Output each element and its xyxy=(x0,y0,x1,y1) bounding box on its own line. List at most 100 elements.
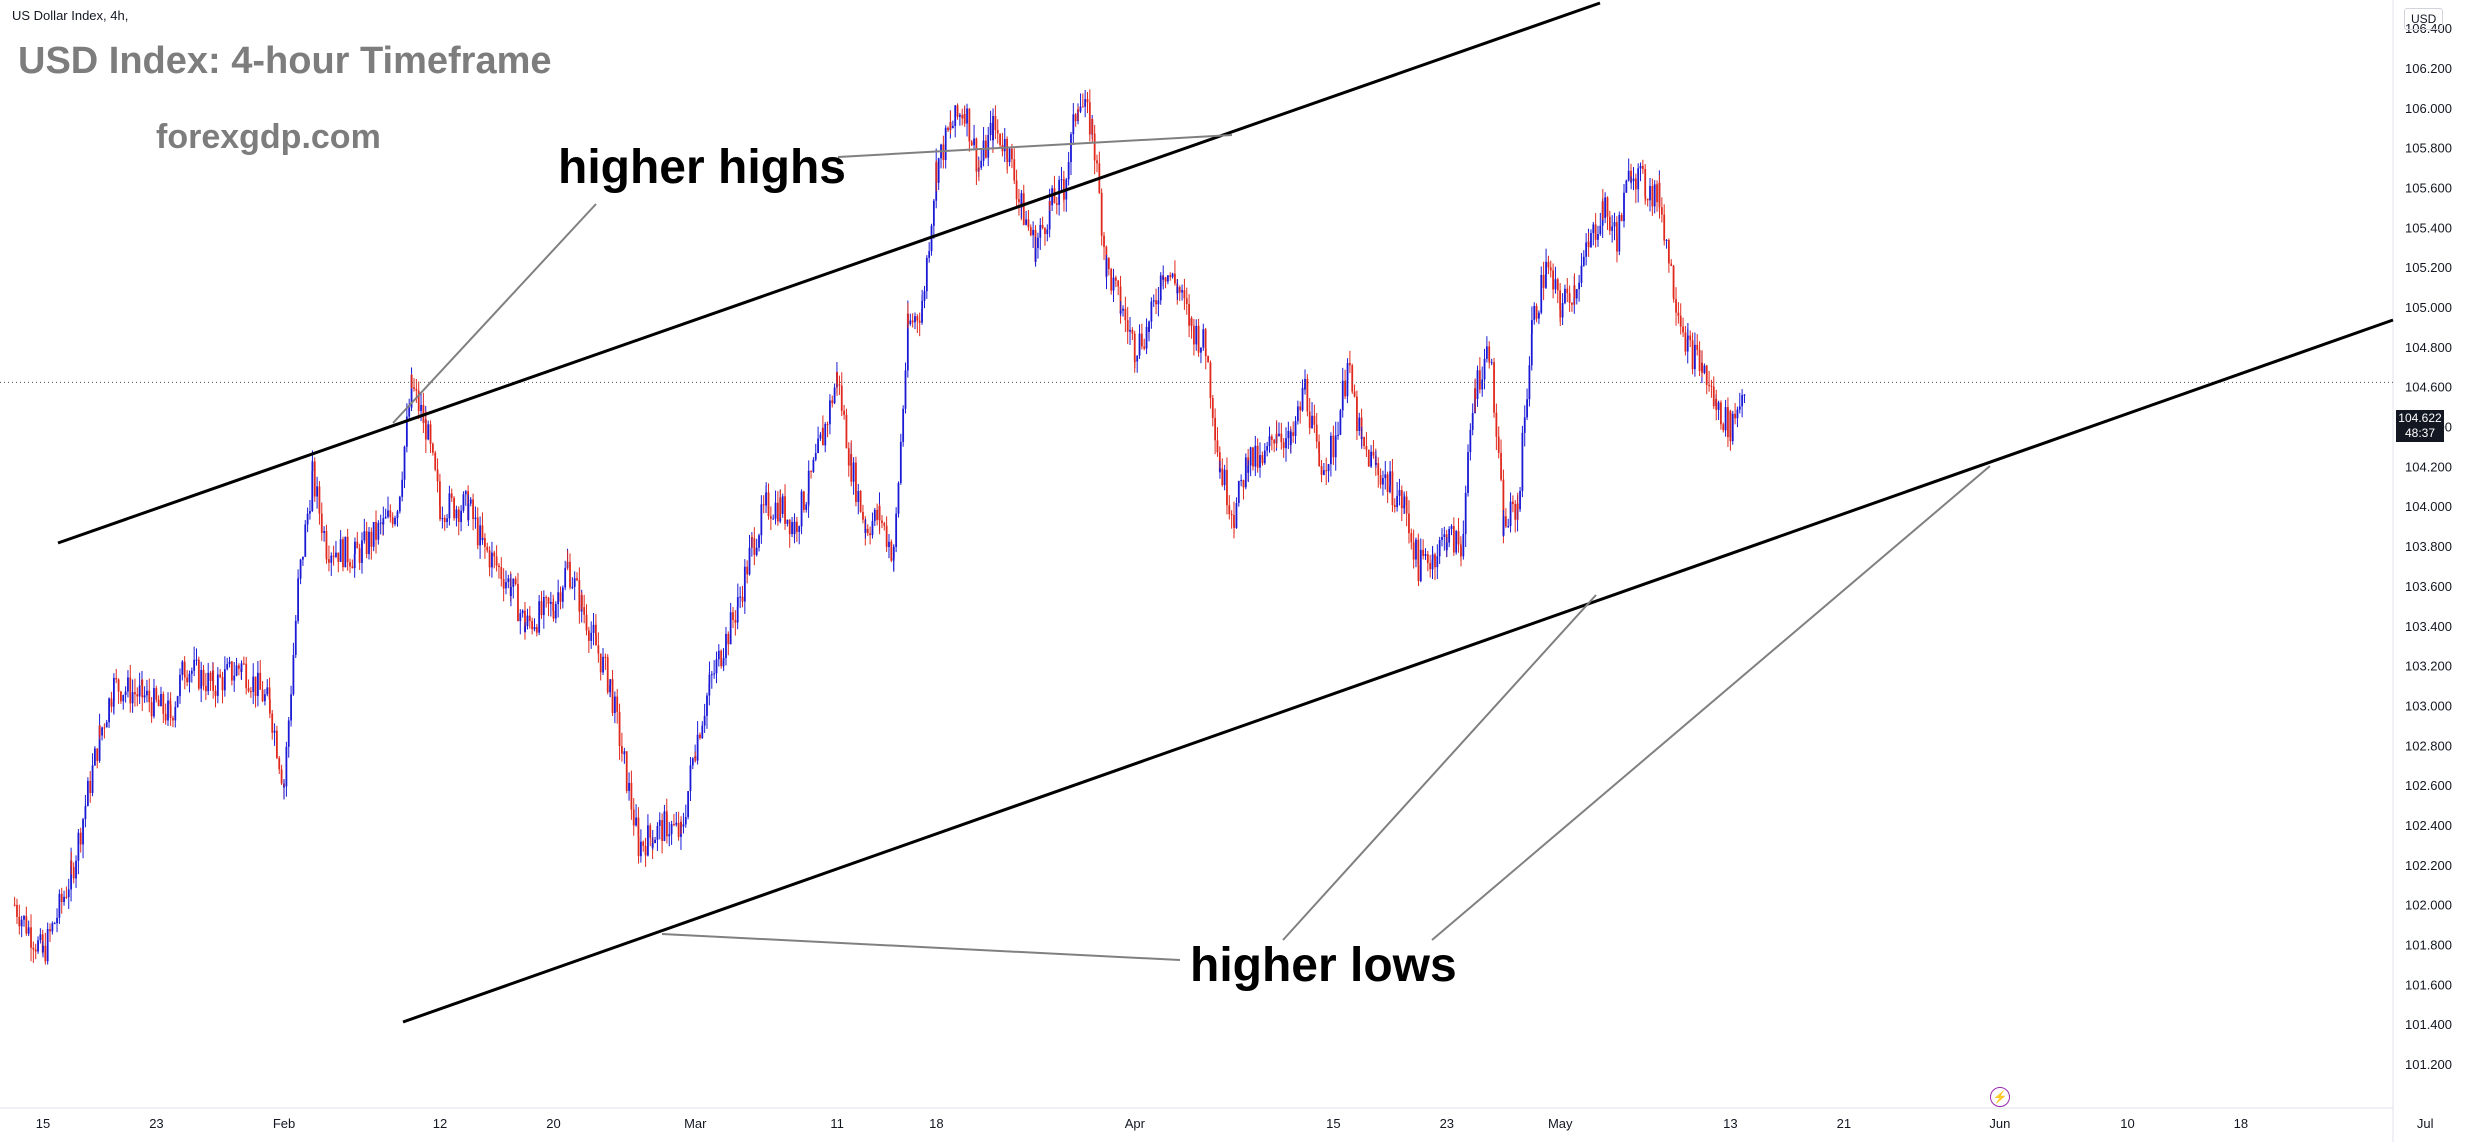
candle xyxy=(1025,219,1027,225)
candle xyxy=(1363,437,1365,446)
candle xyxy=(970,141,973,146)
candle xyxy=(396,511,399,518)
candle xyxy=(925,257,928,292)
price-tick-label: 104.000 xyxy=(2405,499,2452,514)
candle xyxy=(1415,539,1417,560)
candle xyxy=(266,687,269,695)
candle xyxy=(1278,433,1280,436)
date-tick-label: May xyxy=(1548,1116,1573,1131)
candle xyxy=(1162,277,1165,280)
candle xyxy=(1193,325,1195,345)
candle xyxy=(644,845,647,856)
candle xyxy=(1037,237,1039,248)
candle xyxy=(1294,421,1297,436)
candle xyxy=(822,428,824,446)
candle-series xyxy=(13,89,1746,965)
candle xyxy=(1431,554,1434,560)
candle xyxy=(1644,195,1647,199)
candle xyxy=(826,424,829,426)
candle xyxy=(613,696,616,714)
candle xyxy=(200,669,203,689)
currency-button[interactable]: USD xyxy=(2404,8,2444,30)
candle xyxy=(1325,470,1328,472)
candle xyxy=(120,691,122,702)
candle xyxy=(1545,261,1547,275)
candle xyxy=(1564,288,1566,304)
price-tick-label: 103.400 xyxy=(2405,619,2452,634)
candle xyxy=(23,916,25,920)
candle xyxy=(75,860,77,879)
candle xyxy=(304,524,307,557)
candle xyxy=(1174,273,1176,284)
candle xyxy=(1502,516,1505,536)
candle xyxy=(1701,362,1703,373)
candle xyxy=(878,506,881,521)
candle xyxy=(899,441,902,484)
candle xyxy=(611,679,614,714)
candle xyxy=(1048,200,1051,206)
candle xyxy=(424,419,427,440)
candle xyxy=(34,949,37,952)
candle xyxy=(1509,501,1512,526)
candle xyxy=(725,633,727,659)
candle xyxy=(1627,170,1630,181)
candle xyxy=(892,547,895,559)
candle xyxy=(60,893,63,902)
candle xyxy=(1140,333,1143,347)
candle xyxy=(1478,370,1481,390)
candle xyxy=(186,677,189,683)
candle xyxy=(1743,394,1746,396)
lightning-icon[interactable]: ⚡ xyxy=(1990,1087,2010,1107)
candle xyxy=(708,675,711,684)
candle xyxy=(1006,158,1009,163)
candle xyxy=(935,162,938,183)
candle xyxy=(855,462,857,502)
candle xyxy=(1481,379,1484,390)
candle xyxy=(1561,303,1564,318)
candle xyxy=(1020,193,1023,208)
date-tick-label: 11 xyxy=(830,1116,844,1131)
candle xyxy=(354,541,356,554)
candle xyxy=(235,665,238,676)
candle xyxy=(538,601,541,633)
candle xyxy=(216,674,219,696)
candle xyxy=(1003,139,1006,152)
candle xyxy=(1244,457,1247,488)
candle xyxy=(670,824,673,835)
candle xyxy=(980,160,983,168)
candle xyxy=(1292,432,1295,436)
candle xyxy=(460,510,462,523)
candle xyxy=(1389,471,1391,486)
candle xyxy=(1485,346,1488,359)
candle xyxy=(549,601,552,604)
price-tick-label: 101.200 xyxy=(2405,1057,2452,1072)
price-tick-label: 103.200 xyxy=(2405,659,2452,674)
plot-border xyxy=(0,0,2394,1142)
candle xyxy=(233,675,236,681)
candle xyxy=(1514,504,1517,520)
candle xyxy=(70,860,73,867)
date-tick-label: 23 xyxy=(149,1116,163,1131)
candle xyxy=(448,493,451,519)
candle xyxy=(464,491,467,495)
candle xyxy=(528,615,531,622)
candle xyxy=(1166,275,1169,282)
candle xyxy=(694,756,697,761)
candle xyxy=(377,523,380,540)
candle xyxy=(299,559,302,579)
candle xyxy=(963,114,966,124)
candle xyxy=(1110,269,1113,291)
date-tick-label: Feb xyxy=(273,1116,295,1131)
candle xyxy=(973,138,975,146)
candle xyxy=(1131,329,1134,334)
candle xyxy=(1545,274,1547,288)
candle xyxy=(410,374,413,408)
candle xyxy=(247,688,250,692)
candle xyxy=(595,635,597,646)
candle xyxy=(1637,168,1640,190)
candle xyxy=(1051,188,1054,206)
candle xyxy=(1672,297,1675,300)
candle xyxy=(521,610,524,614)
candle xyxy=(507,578,510,583)
candle xyxy=(181,661,184,675)
